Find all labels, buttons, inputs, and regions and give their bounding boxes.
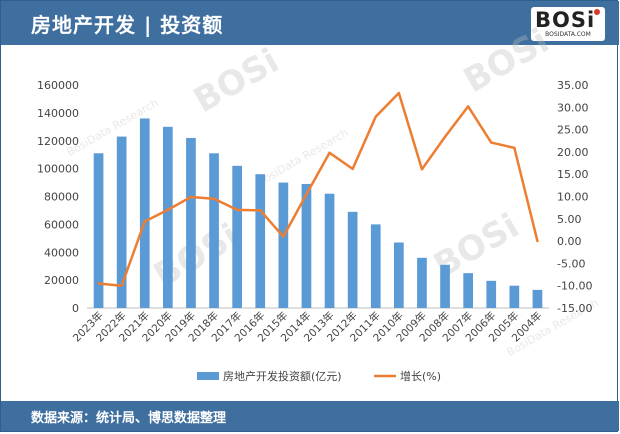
growth-point — [490, 141, 493, 144]
growth-point — [259, 209, 262, 212]
y-left-tick-label: 120000 — [37, 135, 79, 148]
y-left-tick-label: 140000 — [37, 107, 79, 120]
y-right-tick-label: 35.00 — [557, 79, 589, 92]
growth-point — [143, 220, 146, 223]
growth-point — [351, 167, 354, 171]
bar — [509, 285, 520, 308]
y-right-tick-label: -15.00 — [557, 302, 592, 315]
growth-point — [397, 91, 401, 95]
growth-point — [97, 282, 100, 285]
growth-point — [513, 146, 516, 150]
growth-point — [282, 235, 285, 238]
bar — [255, 174, 266, 308]
y-left-tick-label: 160000 — [37, 79, 79, 92]
y-left-tick-label: 20000 — [44, 274, 79, 287]
y-right-tick-label: 0.00 — [557, 235, 582, 248]
y-left-tick-label: 60000 — [44, 218, 79, 231]
logo-text: BOSi — [535, 8, 596, 32]
bar — [93, 153, 104, 308]
bar — [324, 193, 335, 308]
bar — [278, 182, 289, 308]
growth-point — [536, 239, 539, 243]
footer-bar: 数据来源：统计局、博思数据整理 — [1, 401, 619, 431]
data-source: 数据来源：统计局、博思数据整理 — [31, 411, 227, 426]
bar — [370, 224, 381, 308]
growth-point — [212, 197, 216, 200]
combo-chart: 0 20000 40000 60000 80000 100000 120000 140000 1… — [37, 79, 592, 383]
y-right-tick-label: 15.00 — [557, 168, 589, 181]
bar — [301, 183, 312, 308]
growth-point — [235, 208, 239, 212]
bar — [116, 136, 127, 308]
bar — [463, 273, 474, 308]
growth-point — [466, 105, 470, 108]
y-left-tick-label: 100000 — [37, 163, 79, 176]
bar — [209, 153, 219, 308]
y-right-tick-label: 25.00 — [557, 124, 589, 137]
y-right-tick-label: 5.00 — [557, 213, 582, 226]
bar — [232, 165, 243, 308]
y-right-tick-label: 10.00 — [557, 191, 589, 204]
legend-line-label: 增长(%) — [400, 369, 441, 383]
bar — [162, 126, 173, 308]
bar — [347, 211, 358, 308]
growth-point — [420, 168, 424, 171]
growth-point — [328, 151, 331, 154]
logo-dot-icon — [594, 9, 600, 15]
bar — [417, 257, 427, 308]
logo-subtext: BOSIDATA.COM — [545, 31, 591, 38]
header-bar: 房地产开发 | 投资额 BOSi BOSIDATA.COM — [1, 1, 619, 45]
y-left-tick-label: 40000 — [44, 246, 79, 259]
bar — [440, 264, 450, 308]
y-right-tick-label: 20.00 — [557, 146, 589, 159]
growth-line — [98, 91, 539, 287]
growth-point — [374, 115, 377, 118]
y-right-tick-label: -10.00 — [557, 280, 592, 293]
growth-point — [305, 193, 308, 196]
y-left-tick-label: 0 — [72, 302, 79, 315]
y-right-tick-label: 30.00 — [557, 101, 589, 114]
bar — [139, 118, 150, 308]
page-title: 房地产开发 | 投资额 — [31, 13, 224, 37]
bar — [532, 289, 543, 308]
growth-point — [120, 284, 123, 287]
bar — [186, 137, 196, 308]
growth-point — [166, 208, 170, 212]
legend-bar-swatch — [197, 372, 219, 380]
y-right-tick-label: -5.00 — [557, 257, 585, 270]
legend-bar-label: 房地产开发投资额(亿元) — [223, 369, 342, 383]
bar — [393, 242, 404, 308]
bar — [486, 280, 497, 308]
bosi-logo: BOSi BOSIDATA.COM — [531, 7, 605, 41]
growth-point — [189, 195, 193, 199]
y-left-tick-label: 80000 — [44, 191, 79, 204]
growth-point — [443, 135, 447, 138]
